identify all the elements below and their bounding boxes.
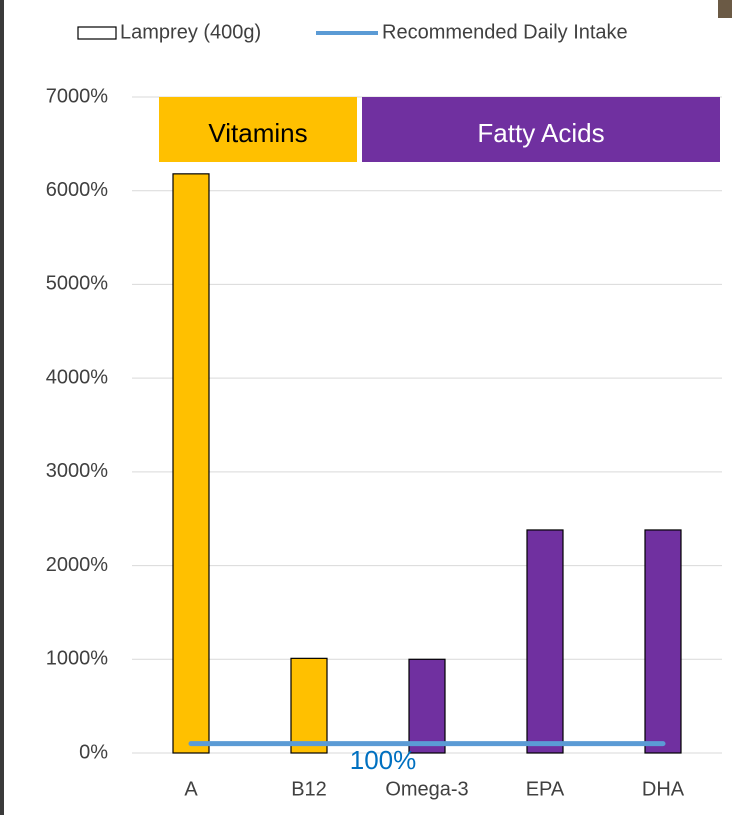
corner-image [718, 0, 732, 18]
bar [409, 659, 445, 753]
chart: 0% 1000% 2000% 3000% 4000% 5000% 6000% 7000% Vit… [0, 0, 732, 815]
y-tick-label: 0% [79, 741, 108, 763]
y-tick-label: 3000% [46, 460, 108, 482]
x-tick-label: A [184, 778, 198, 800]
x-tick-label: DHA [642, 778, 685, 800]
group-label: Vitamins [208, 118, 307, 148]
y-tick-label: 1000% [46, 648, 108, 670]
x-tick-label: B12 [291, 778, 327, 800]
legend-label: Lamprey (400g) [120, 21, 261, 43]
legend-label: Recommended Daily Intake [382, 21, 628, 43]
bar [173, 174, 209, 753]
bar [527, 530, 563, 753]
y-tick-label: 5000% [46, 273, 108, 295]
bar [291, 658, 327, 753]
y-tick-label: 2000% [46, 554, 108, 576]
x-tick-label: Omega-3 [385, 778, 468, 800]
legend-swatch [78, 27, 116, 39]
y-tick-label: 7000% [46, 85, 108, 107]
y-tick-label: 6000% [46, 179, 108, 201]
reference-label: 100% [350, 745, 417, 775]
x-tick-label: EPA [526, 778, 565, 800]
group-label: Fatty Acids [477, 118, 604, 148]
bar [645, 530, 681, 753]
y-tick-label: 4000% [46, 366, 108, 388]
left-edge [0, 0, 4, 815]
page: 0% 1000% 2000% 3000% 4000% 5000% 6000% 7000% Vit… [0, 0, 732, 815]
